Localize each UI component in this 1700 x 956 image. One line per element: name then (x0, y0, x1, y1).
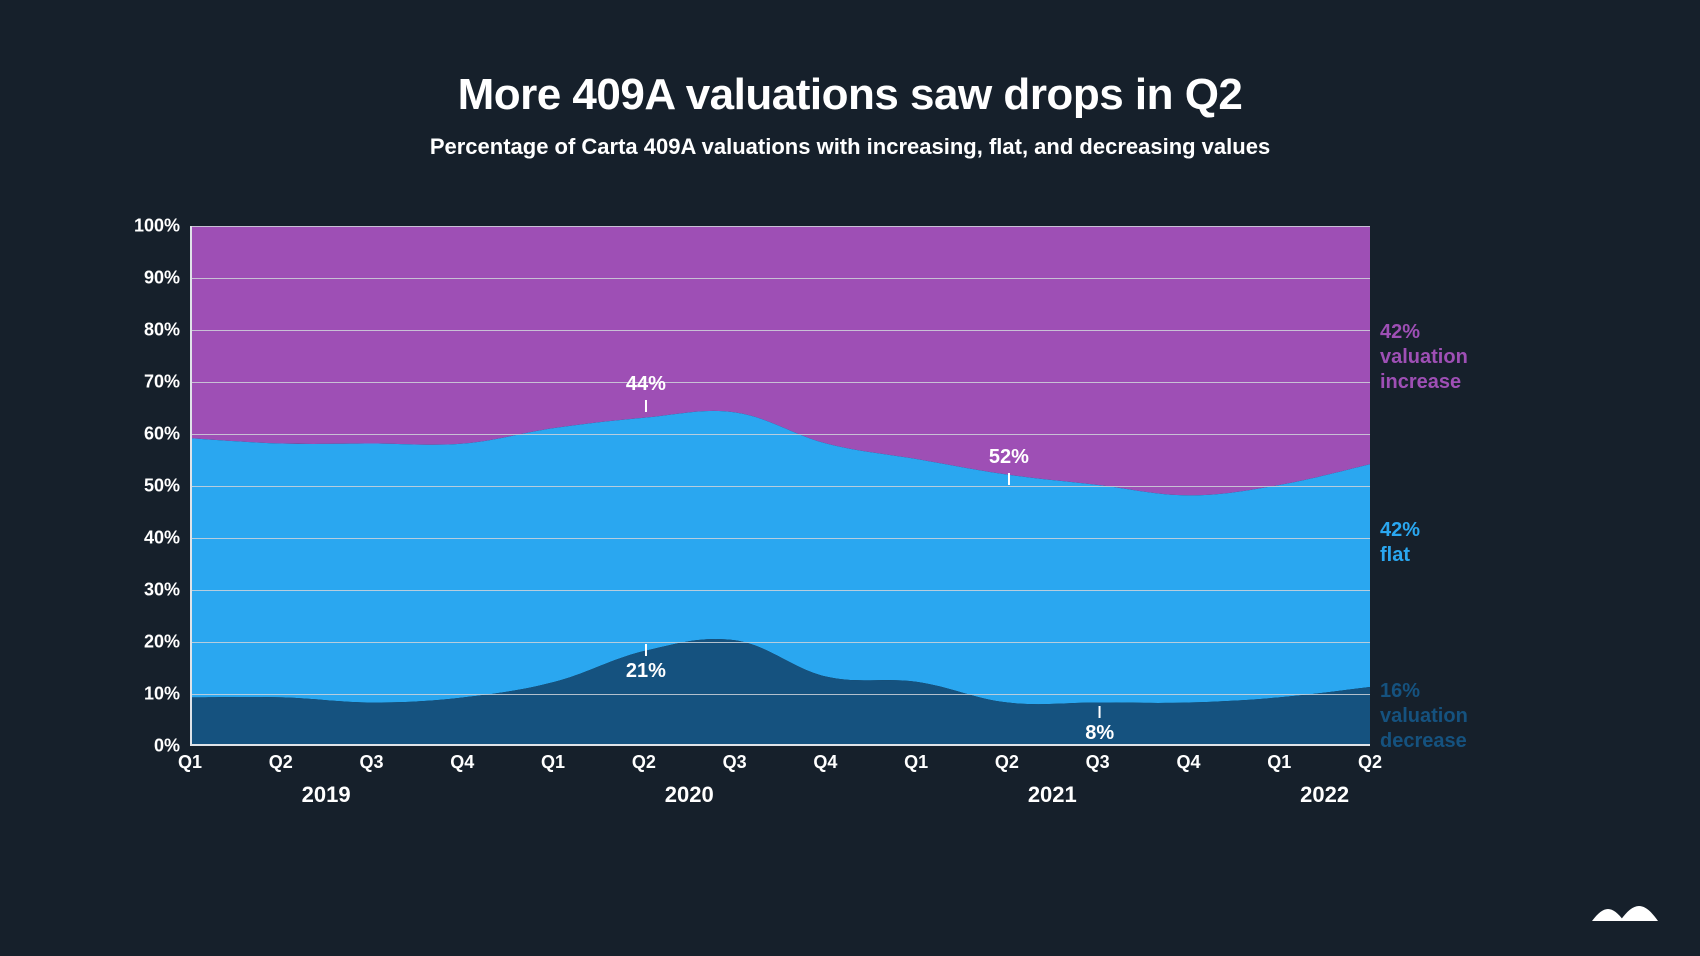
annotation-label: 8% (1085, 722, 1114, 744)
chart-annotation: 8% (1085, 706, 1114, 745)
gridline (192, 538, 1370, 539)
chart-slide: More 409A valuations saw drops in Q2 Per… (0, 0, 1700, 956)
y-tick-label: 30% (144, 580, 180, 601)
y-tick-label: 70% (144, 372, 180, 393)
y-tick-label: 40% (144, 528, 180, 549)
x-tick-label: Q3 (360, 752, 384, 773)
x-tick-label: Q4 (1176, 752, 1200, 773)
annotation-label: 44% (626, 373, 666, 395)
legend-percent: 42% (1380, 518, 1560, 543)
x-tick-label: Q1 (904, 752, 928, 773)
y-tick-label: 50% (144, 476, 180, 497)
x-year-label: 2022 (1300, 782, 1349, 808)
x-tick-label: Q1 (1267, 752, 1291, 773)
annotation-tick-icon (645, 400, 647, 412)
gridline (192, 330, 1370, 331)
legend-text: flat (1380, 543, 1560, 568)
x-tick-label: Q2 (1358, 752, 1382, 773)
gridline (192, 642, 1370, 643)
carta-logo-icon (1590, 899, 1660, 930)
y-tick-label: 80% (144, 320, 180, 341)
x-year-label: 2019 (302, 782, 351, 808)
gridline (192, 278, 1370, 279)
x-tick-label: Q1 (541, 752, 565, 773)
stacked-area-svg (192, 226, 1370, 744)
gridline (192, 226, 1370, 227)
chart-title: More 409A valuations saw drops in Q2 (0, 70, 1700, 120)
legend-text: increase (1380, 370, 1560, 395)
gridline (192, 486, 1370, 487)
annotation-tick-icon (645, 644, 647, 656)
header: More 409A valuations saw drops in Q2 Per… (0, 70, 1700, 160)
x-tick-label: Q4 (813, 752, 837, 773)
y-tick-label: 0% (154, 736, 180, 757)
legend-label: 42%valuationincrease (1380, 320, 1560, 395)
x-year-label: 2021 (1028, 782, 1077, 808)
annotation-label: 52% (989, 446, 1029, 468)
chart-annotation: 21% (626, 644, 666, 683)
x-year-label: 2020 (665, 782, 714, 808)
y-tick-label: 20% (144, 632, 180, 653)
legend-text: valuation (1380, 704, 1560, 729)
gridline (192, 382, 1370, 383)
annotation-tick-icon (1008, 473, 1010, 485)
gridline (192, 590, 1370, 591)
plot-region: 0%10%20%30%40%50%60%70%80%90%100%44%21%5… (190, 226, 1370, 746)
y-tick-label: 10% (144, 684, 180, 705)
legend-label: 16%valuationdecrease (1380, 679, 1560, 754)
legend-label: 42%flat (1380, 518, 1560, 568)
annotation-tick-icon (1099, 706, 1101, 718)
legend-percent: 16% (1380, 679, 1560, 704)
x-tick-label: Q3 (1086, 752, 1110, 773)
y-tick-label: 60% (144, 424, 180, 445)
legend-text: valuation (1380, 345, 1560, 370)
chart-annotation: 44% (626, 373, 666, 412)
x-tick-label: Q3 (723, 752, 747, 773)
chart-annotation: 52% (989, 446, 1029, 485)
legend-text: decrease (1380, 729, 1560, 754)
gridline (192, 434, 1370, 435)
y-tick-label: 100% (134, 216, 180, 237)
legend-percent: 42% (1380, 320, 1560, 345)
annotation-label: 21% (626, 660, 666, 682)
gridline (192, 694, 1370, 695)
x-tick-label: Q2 (632, 752, 656, 773)
chart-area: 0%10%20%30%40%50%60%70%80%90%100%44%21%5… (190, 226, 1370, 746)
x-tick-label: Q2 (269, 752, 293, 773)
chart-subtitle: Percentage of Carta 409A valuations with… (0, 134, 1700, 160)
x-tick-label: Q4 (450, 752, 474, 773)
x-tick-label: Q2 (995, 752, 1019, 773)
y-tick-label: 90% (144, 268, 180, 289)
x-tick-label: Q1 (178, 752, 202, 773)
